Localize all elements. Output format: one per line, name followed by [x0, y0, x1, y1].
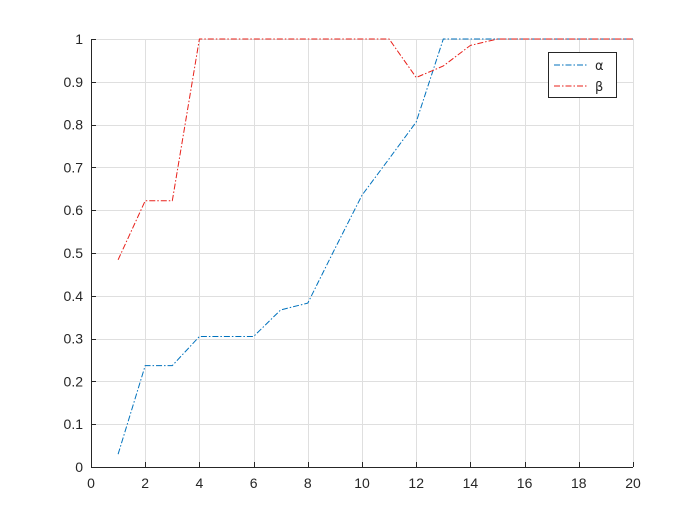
x-tick-label: 16 [517, 475, 533, 491]
y-tick-label: 0.6 [64, 202, 84, 218]
series-line-beta [117, 38, 633, 261]
x-tick-label: 0 [87, 475, 95, 491]
legend-label-alpha: α [595, 59, 604, 74]
y-tick-label: 0.8 [64, 117, 84, 133]
x-tick-label: 20 [625, 475, 641, 491]
legend-box [548, 52, 617, 98]
y-tick-label: 1 [75, 31, 83, 47]
y-tick-label: 0 [75, 459, 83, 475]
y-tick-label: 0.5 [64, 245, 84, 261]
y-tick-label: 0.1 [64, 416, 84, 432]
x-tick-label: 14 [463, 475, 479, 491]
legend-label-beta: β [595, 80, 603, 95]
x-tick-label: 6 [250, 475, 258, 491]
x-tick-label: 10 [354, 475, 370, 491]
y-tick-label: 0.9 [64, 74, 84, 90]
x-tick-label: 18 [571, 475, 587, 491]
y-tick-label: 0.4 [64, 288, 84, 304]
y-tick-label: 0.3 [64, 331, 84, 347]
x-tick-label: 4 [196, 475, 204, 491]
x-tick-label: 8 [304, 475, 312, 491]
y-tick-label: 0.2 [64, 373, 84, 389]
axes [91, 39, 634, 468]
tick-labels: 0 2 4 6 8 10 12 14 16 18 20 0 0.1 0.2 0.3 0.4 0.5 0.6 0.7 0… [64, 31, 641, 491]
series-lines [117, 38, 633, 455]
x-tick-label: 12 [408, 475, 424, 491]
x-tick-label: 2 [141, 475, 149, 491]
y-tick-label: 0.7 [64, 159, 84, 175]
legend: αβ [548, 52, 617, 98]
